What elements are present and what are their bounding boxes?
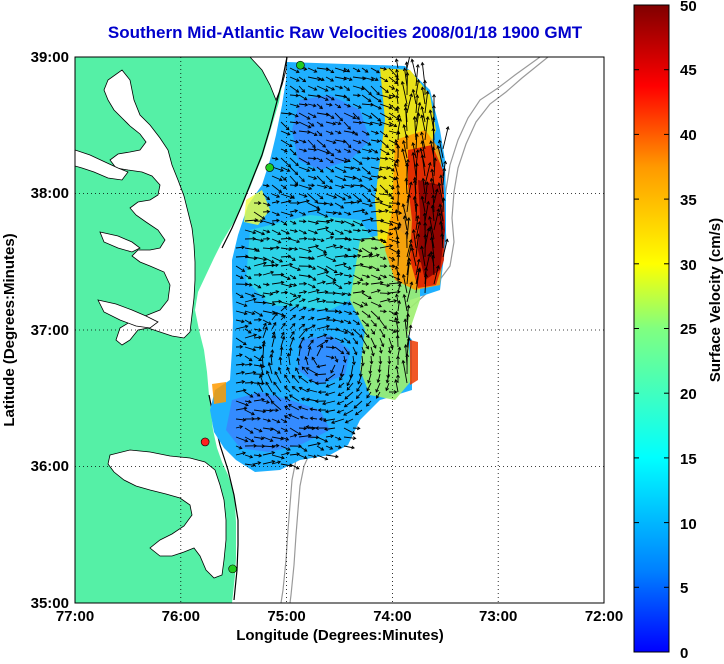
colorbar-tick-label: 40 <box>680 127 697 144</box>
x-axis: 77:00 76:00 75:00 74:00 73:00 72:00 <box>56 608 623 625</box>
y-tick-label: 36:00 <box>31 458 69 475</box>
colorbar-tick-label: 25 <box>680 321 697 338</box>
colorbar-tick-label: 10 <box>680 516 697 533</box>
colorbar-gradient <box>634 5 669 652</box>
velocity-vector <box>398 254 399 266</box>
velocity-vector <box>398 273 399 284</box>
radar-site-marker <box>266 164 274 172</box>
colorbar-tick-label: 50 <box>680 0 697 15</box>
x-axis-label: Longitude (Degrees:Minutes) <box>236 627 444 644</box>
y-tick-label: 39:00 <box>31 49 69 66</box>
y-axis-label: Latitude (Degrees:Minutes) <box>1 233 18 426</box>
x-tick-label: 75:00 <box>267 608 305 625</box>
x-tick-label: 76:00 <box>162 608 200 625</box>
chart-title: Southern Mid-Atlantic Raw Velocities 200… <box>108 23 583 42</box>
colorbar: 50 45 40 35 30 25 20 15 10 5 0 Surface V… <box>634 0 724 659</box>
velocity-orange-coast <box>212 382 226 404</box>
y-tick-label: 35:00 <box>31 595 69 612</box>
radar-site-marker <box>296 61 304 69</box>
colorbar-label: Surface Velocity (cm/s) <box>707 218 724 382</box>
colorbar-tick-label: 15 <box>680 451 697 468</box>
colorbar-tick-labels: 50 45 40 35 30 25 20 15 10 5 0 <box>680 0 697 659</box>
radar-site-marker <box>201 438 209 446</box>
y-tick-label: 37:00 <box>31 322 69 339</box>
colorbar-tick-label: 35 <box>680 192 697 209</box>
y-axis: 39:00 38:00 37:00 36:00 35:00 <box>31 49 69 612</box>
velocity-red-coast <box>410 340 418 385</box>
colorbar-tick-label: 30 <box>680 257 697 274</box>
velocity-vector-head <box>409 53 412 56</box>
x-tick-label: 74:00 <box>373 608 411 625</box>
velocity-vector <box>371 220 384 221</box>
velocity-vector <box>443 198 444 212</box>
colorbar-tick-label: 5 <box>680 580 688 597</box>
colorbar-tick-label: 0 <box>680 645 688 659</box>
radar-site-marker <box>229 565 237 573</box>
colorbar-tick-label: 20 <box>680 386 697 403</box>
x-tick-label: 73:00 <box>479 608 517 625</box>
y-tick-label: 38:00 <box>31 185 69 202</box>
colorbar-tick-label: 45 <box>680 62 697 79</box>
velocity-vector <box>433 148 434 168</box>
map-plot-area <box>75 53 604 604</box>
x-tick-label: 72:00 <box>585 608 623 625</box>
